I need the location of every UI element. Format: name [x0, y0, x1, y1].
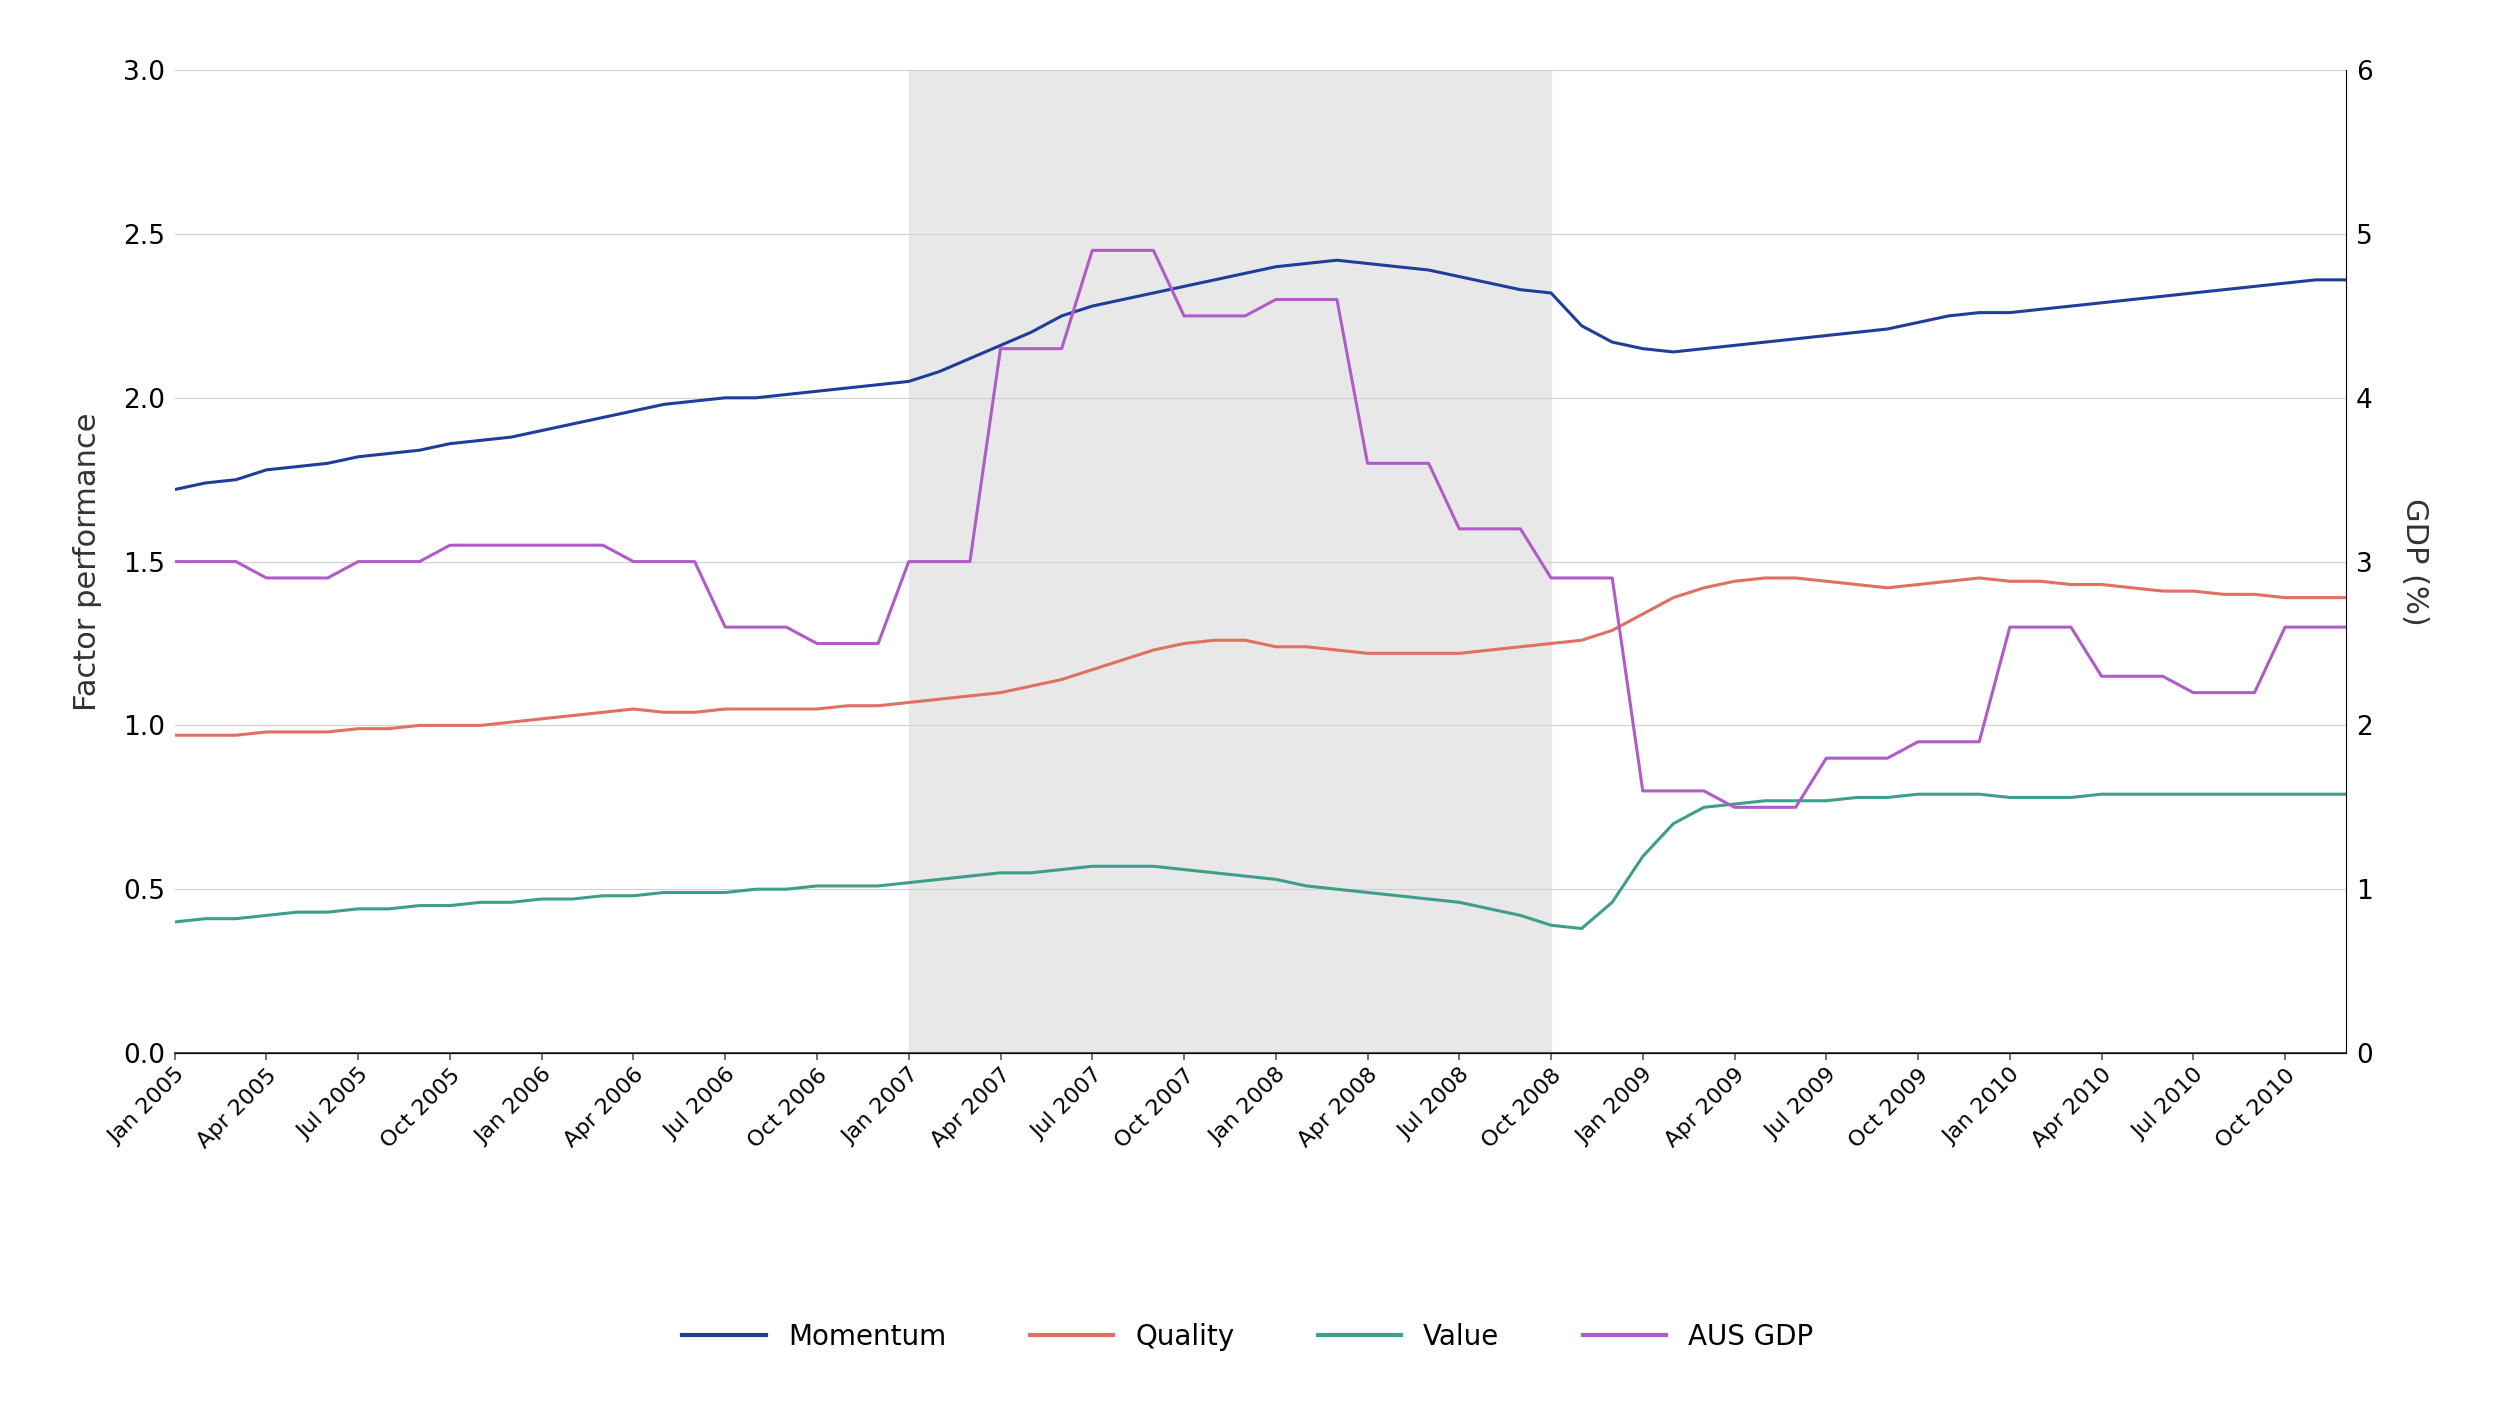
Bar	[909, 70, 1550, 1053]
Y-axis label: GDP (%): GDP (%)	[2401, 498, 2429, 625]
Legend: Momentum, Quality, Value, AUS GDP: Momentum, Quality, Value, AUS GDP	[671, 1311, 1825, 1362]
Y-axis label: Factor performance: Factor performance	[72, 413, 102, 710]
